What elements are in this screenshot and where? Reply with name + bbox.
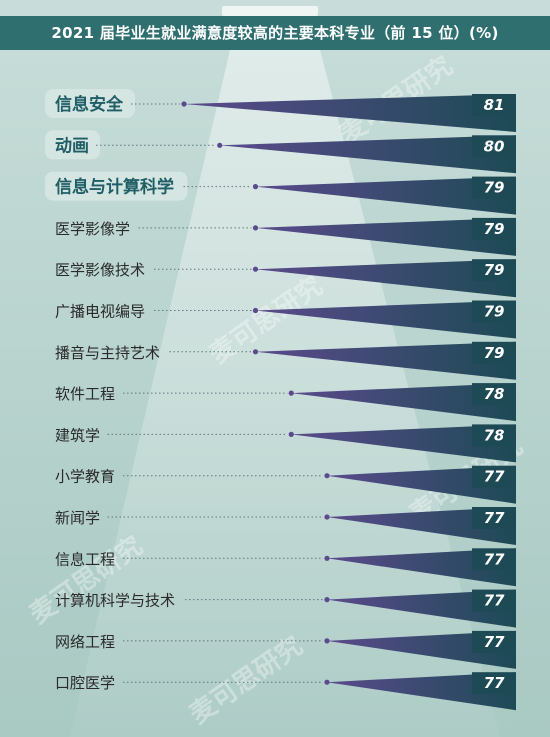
category-label: 医学影像学 bbox=[55, 220, 130, 238]
bar-row: 建筑学 78 bbox=[55, 424, 516, 463]
bar-wedge bbox=[327, 465, 516, 504]
category-label: 播音与主持艺术 bbox=[55, 344, 160, 362]
top-accent-bar bbox=[222, 6, 318, 16]
bar-wedge bbox=[255, 300, 516, 339]
value-badge bbox=[472, 135, 516, 158]
bar-row: 医学影像学 79 bbox=[55, 217, 516, 256]
bar-wedge bbox=[184, 94, 516, 132]
bar-row: 口腔医学 77 bbox=[55, 672, 516, 711]
highlight-pill bbox=[45, 130, 100, 160]
value-label: 79 bbox=[484, 344, 505, 362]
bar-wedge bbox=[327, 630, 516, 669]
bar-row: 网络工程 77 bbox=[55, 630, 516, 669]
bar-wedge bbox=[255, 341, 516, 380]
bar-wedge bbox=[219, 135, 516, 174]
bar-row: 信息工程 77 bbox=[55, 548, 516, 587]
value-label: 78 bbox=[484, 385, 505, 403]
bar-row: 小学教育 77 bbox=[55, 465, 516, 504]
bar-row: 广播电视编导 79 bbox=[55, 300, 516, 339]
value-badge bbox=[472, 383, 516, 406]
highlight-pill bbox=[45, 171, 188, 201]
category-label: 信息工程 bbox=[55, 550, 115, 568]
value-label: 78 bbox=[484, 426, 505, 444]
category-label: 信息与计算科学 bbox=[55, 177, 174, 198]
bar-wedge bbox=[255, 176, 516, 215]
bar-row: 计算机科学与技术 77 bbox=[55, 589, 516, 628]
value-badge bbox=[472, 94, 516, 116]
value-label: 79 bbox=[484, 220, 505, 238]
value-label: 80 bbox=[484, 137, 505, 155]
bar-row: 医学影像技术 79 bbox=[55, 259, 516, 298]
category-label: 建筑学 bbox=[55, 426, 100, 444]
bar-wedge bbox=[327, 672, 516, 711]
value-badge bbox=[472, 176, 516, 199]
category-label: 小学教育 bbox=[55, 468, 115, 486]
value-badge bbox=[472, 300, 516, 323]
bar-wedge bbox=[255, 217, 516, 256]
bar-start-dot bbox=[324, 555, 330, 561]
category-label: 信息安全 bbox=[55, 94, 124, 115]
category-label: 网络工程 bbox=[55, 633, 115, 651]
value-badge bbox=[472, 672, 516, 695]
value-label: 79 bbox=[484, 261, 505, 279]
value-label: 79 bbox=[484, 179, 505, 197]
bar-wedge bbox=[327, 548, 516, 587]
bar-wedge bbox=[291, 383, 516, 422]
category-label: 软件工程 bbox=[55, 385, 115, 403]
value-badge bbox=[472, 548, 516, 571]
value-label: 77 bbox=[484, 592, 505, 610]
value-label: 77 bbox=[484, 633, 505, 651]
category-label: 动画 bbox=[55, 136, 89, 156]
value-label: 77 bbox=[484, 674, 505, 692]
value-label: 77 bbox=[484, 509, 505, 527]
value-badge bbox=[472, 341, 516, 364]
bar-wedge bbox=[327, 507, 516, 545]
bar-start-dot bbox=[324, 679, 330, 685]
value-badge bbox=[472, 589, 516, 612]
value-label: 79 bbox=[484, 303, 505, 321]
value-badge bbox=[472, 465, 516, 488]
category-label: 医学影像技术 bbox=[55, 261, 145, 279]
value-label: 81 bbox=[484, 96, 505, 114]
category-label: 新闻学 bbox=[55, 509, 100, 527]
category-label: 广播电视编导 bbox=[55, 303, 145, 321]
bar-row: 播音与主持艺术 79 bbox=[55, 341, 516, 380]
category-label: 计算机科学与技术 bbox=[55, 592, 175, 610]
bar-start-dot bbox=[217, 142, 223, 148]
bar-row: 信息与计算科学 79 bbox=[45, 171, 516, 215]
highlight-pill bbox=[45, 89, 135, 118]
chart-title: 2021 届毕业生就业满意度较高的主要本科专业（前 15 位）(%) bbox=[0, 16, 550, 50]
bar-wedge bbox=[291, 424, 516, 463]
bar-row: 软件工程 78 bbox=[55, 383, 516, 422]
value-badge bbox=[472, 630, 516, 653]
bar-row: 信息安全 81 bbox=[45, 89, 516, 132]
bar-row: 动画 80 bbox=[45, 130, 516, 174]
bar-wedge bbox=[327, 589, 516, 628]
value-label: 77 bbox=[484, 550, 505, 568]
value-badge bbox=[472, 259, 516, 282]
value-badge bbox=[472, 424, 516, 447]
value-label: 77 bbox=[484, 468, 505, 486]
category-label: 口腔医学 bbox=[55, 674, 115, 692]
value-badge bbox=[472, 507, 516, 529]
bar-row: 新闻学 77 bbox=[55, 507, 516, 545]
bar-wedge bbox=[255, 259, 516, 298]
value-badge bbox=[472, 217, 516, 240]
